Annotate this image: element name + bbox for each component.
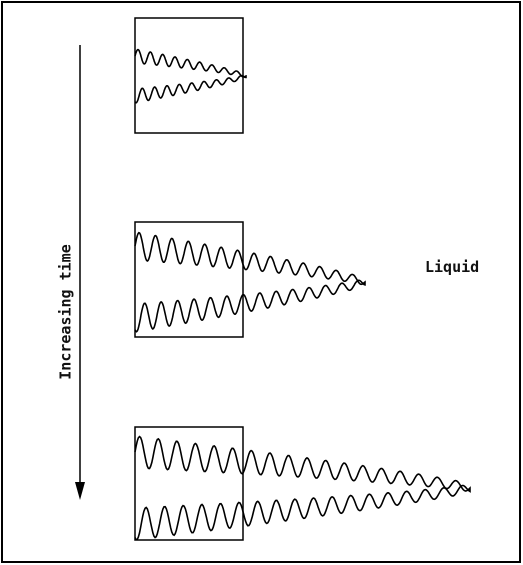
finger [134,231,366,333]
finger [134,48,247,104]
box [134,426,244,541]
finger [134,435,471,541]
region-label: Liquid [425,258,479,276]
axis-label: Increasing time [57,244,75,379]
fingers [134,48,471,541]
box [134,221,244,338]
arrow-head [75,482,85,500]
